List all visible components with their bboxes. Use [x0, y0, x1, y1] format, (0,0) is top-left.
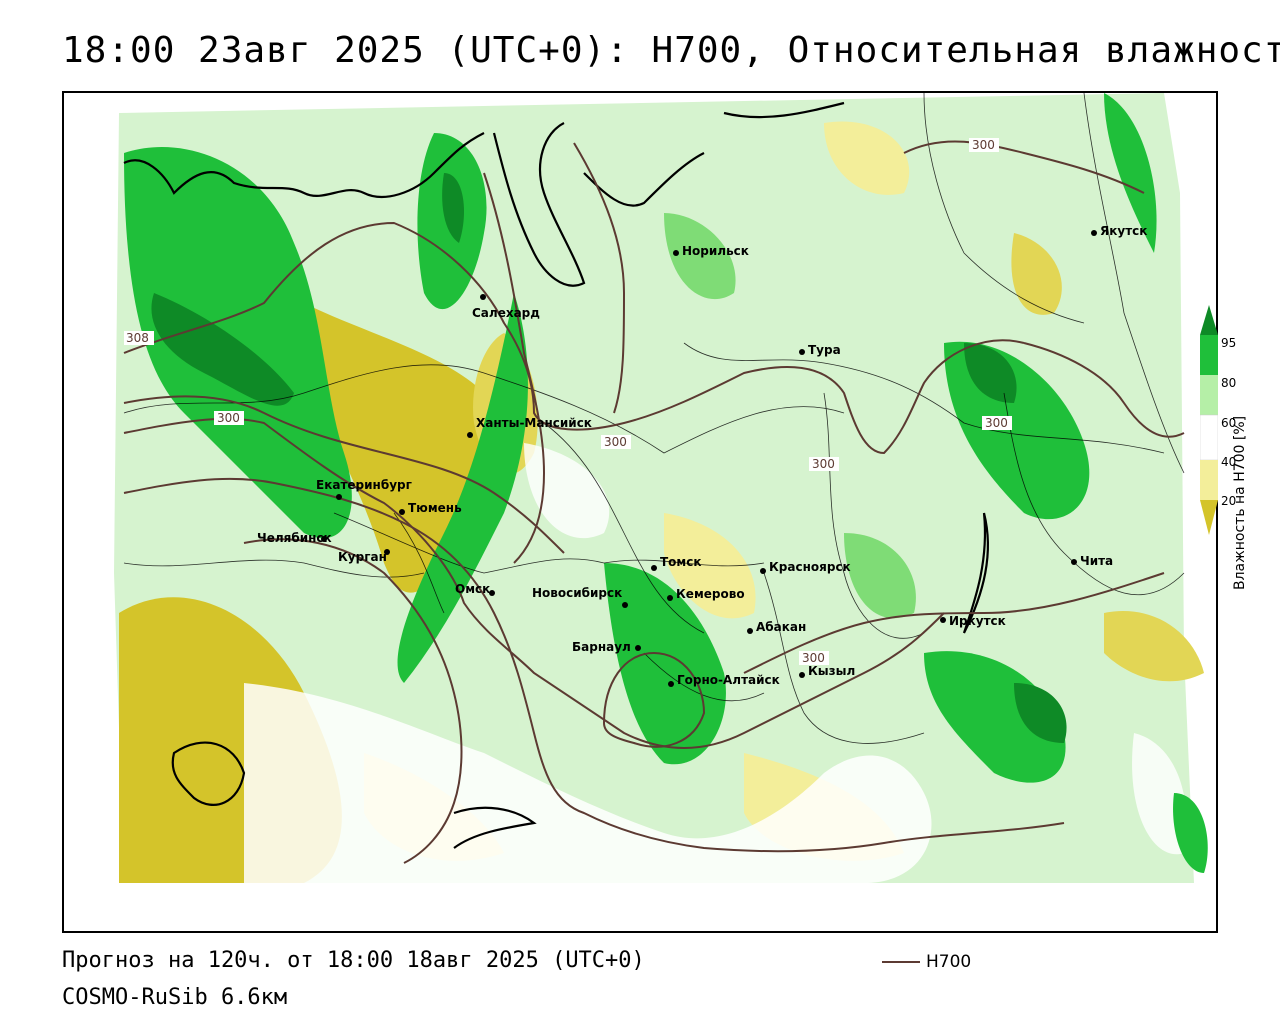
- city-label: Салехард: [472, 306, 540, 320]
- colorbar-tick: 95: [1221, 336, 1237, 350]
- forecast-info: Прогноз на 120ч. от 18:00 18авг 2025 (UT…: [62, 948, 645, 973]
- city-tura: Тура: [799, 343, 841, 357]
- city-label: Новосибирск: [532, 586, 622, 600]
- wet-zones: [124, 93, 1208, 873]
- city-yakutsk: Якутск: [1091, 224, 1147, 238]
- city-label: Горно-Алтайск: [677, 673, 780, 687]
- contour-label: 300: [972, 138, 995, 152]
- city-krasnoyarsk: Красноярск: [760, 560, 851, 574]
- city-label: Екатеринбург: [316, 478, 412, 492]
- city-abakan: Абакан: [747, 620, 806, 634]
- map-title: 18:00 23авг 2025 (UTC+0): Н700, Относите…: [62, 30, 1280, 71]
- colorbar-tick: 40: [1221, 455, 1237, 469]
- map-canvas: 300 300 300 300 300 300 308 Норильск Яку…: [114, 93, 1208, 883]
- city-label: Томск: [660, 555, 702, 569]
- city-label: Барнаул: [572, 640, 631, 654]
- contour-label: 308: [126, 331, 149, 345]
- colorbar-tick: 60: [1221, 416, 1237, 430]
- contour-label: 300: [985, 416, 1008, 430]
- contour-label: 300: [604, 435, 627, 449]
- city-tyumen: Тюмень: [399, 501, 462, 515]
- city-salekhard: Салехард: [472, 294, 540, 320]
- city-markers: Норильск Якутск Салехард Тура Ханты-Манс…: [257, 224, 1147, 687]
- city-label: Кызыл: [808, 664, 855, 678]
- city-irkutsk: Иркутск: [940, 614, 1006, 628]
- city-label: Кемерово: [676, 587, 745, 601]
- weather-map: 300 300 300 300 300 300 308 Норильск Яку…: [62, 91, 1218, 933]
- colorbar-label: Влажность на Н700 [%]: [1232, 415, 1248, 590]
- contour-label: 300: [812, 457, 835, 471]
- colorbar-tick: 80: [1221, 376, 1237, 390]
- city-label: Челябинск: [257, 531, 332, 545]
- city-yekaterinburg: Екатеринбург: [316, 478, 412, 500]
- very-wet-zones: [151, 173, 1067, 743]
- legend-label: Н700: [926, 952, 972, 972]
- city-barnaul: Барнаул: [572, 640, 641, 654]
- contour-legend: Н700: [882, 952, 971, 972]
- city-omsk: Омск: [455, 582, 495, 596]
- city-label: Тура: [808, 343, 841, 357]
- domain-area: [114, 93, 1194, 883]
- region-boundaries: [123, 93, 1185, 744]
- city-kyzyl: Кызыл: [799, 664, 855, 678]
- humidity-colorbar: [1200, 305, 1218, 535]
- contour-label: 300: [217, 411, 240, 425]
- city-kemerovo: Кемерово: [667, 587, 745, 601]
- city-chelyabinsk: Челябинск: [257, 531, 332, 545]
- h700-contours: [123, 140, 1185, 864]
- city-label: Ханты-Мансийск: [476, 416, 592, 430]
- city-kurgan: Курган: [338, 549, 390, 564]
- city-chita: Чита: [1071, 554, 1113, 568]
- neutral-zones: [244, 443, 1187, 883]
- city-khanty-mansiysk: Ханты-Мансийск: [467, 416, 592, 438]
- city-norilsk: Норильск: [673, 244, 749, 258]
- city-label: Иркутск: [949, 614, 1006, 628]
- city-label: Красноярск: [769, 560, 851, 574]
- model-name: COSMO-RuSib 6.6км: [62, 985, 288, 1010]
- city-tomsk: Томск: [651, 555, 702, 571]
- city-gorno-altaysk: Горно-Алтайск: [668, 673, 780, 687]
- city-label: Якутск: [1100, 224, 1147, 238]
- city-label: Тюмень: [408, 501, 462, 515]
- coastline: [123, 101, 990, 849]
- city-label: Абакан: [756, 620, 806, 634]
- city-label: Норильск: [682, 244, 749, 258]
- city-label: Омск: [455, 582, 490, 596]
- city-novosibirsk: Новосибирск: [532, 586, 628, 608]
- city-label: Чита: [1080, 554, 1113, 568]
- legend-line-swatch: [882, 961, 920, 963]
- contour-labels: 300 300 300 300 300 300 308: [124, 138, 1012, 665]
- city-label: Курган: [338, 550, 387, 564]
- contour-label: 300: [802, 651, 825, 665]
- colorbar-tick: 20: [1221, 494, 1237, 508]
